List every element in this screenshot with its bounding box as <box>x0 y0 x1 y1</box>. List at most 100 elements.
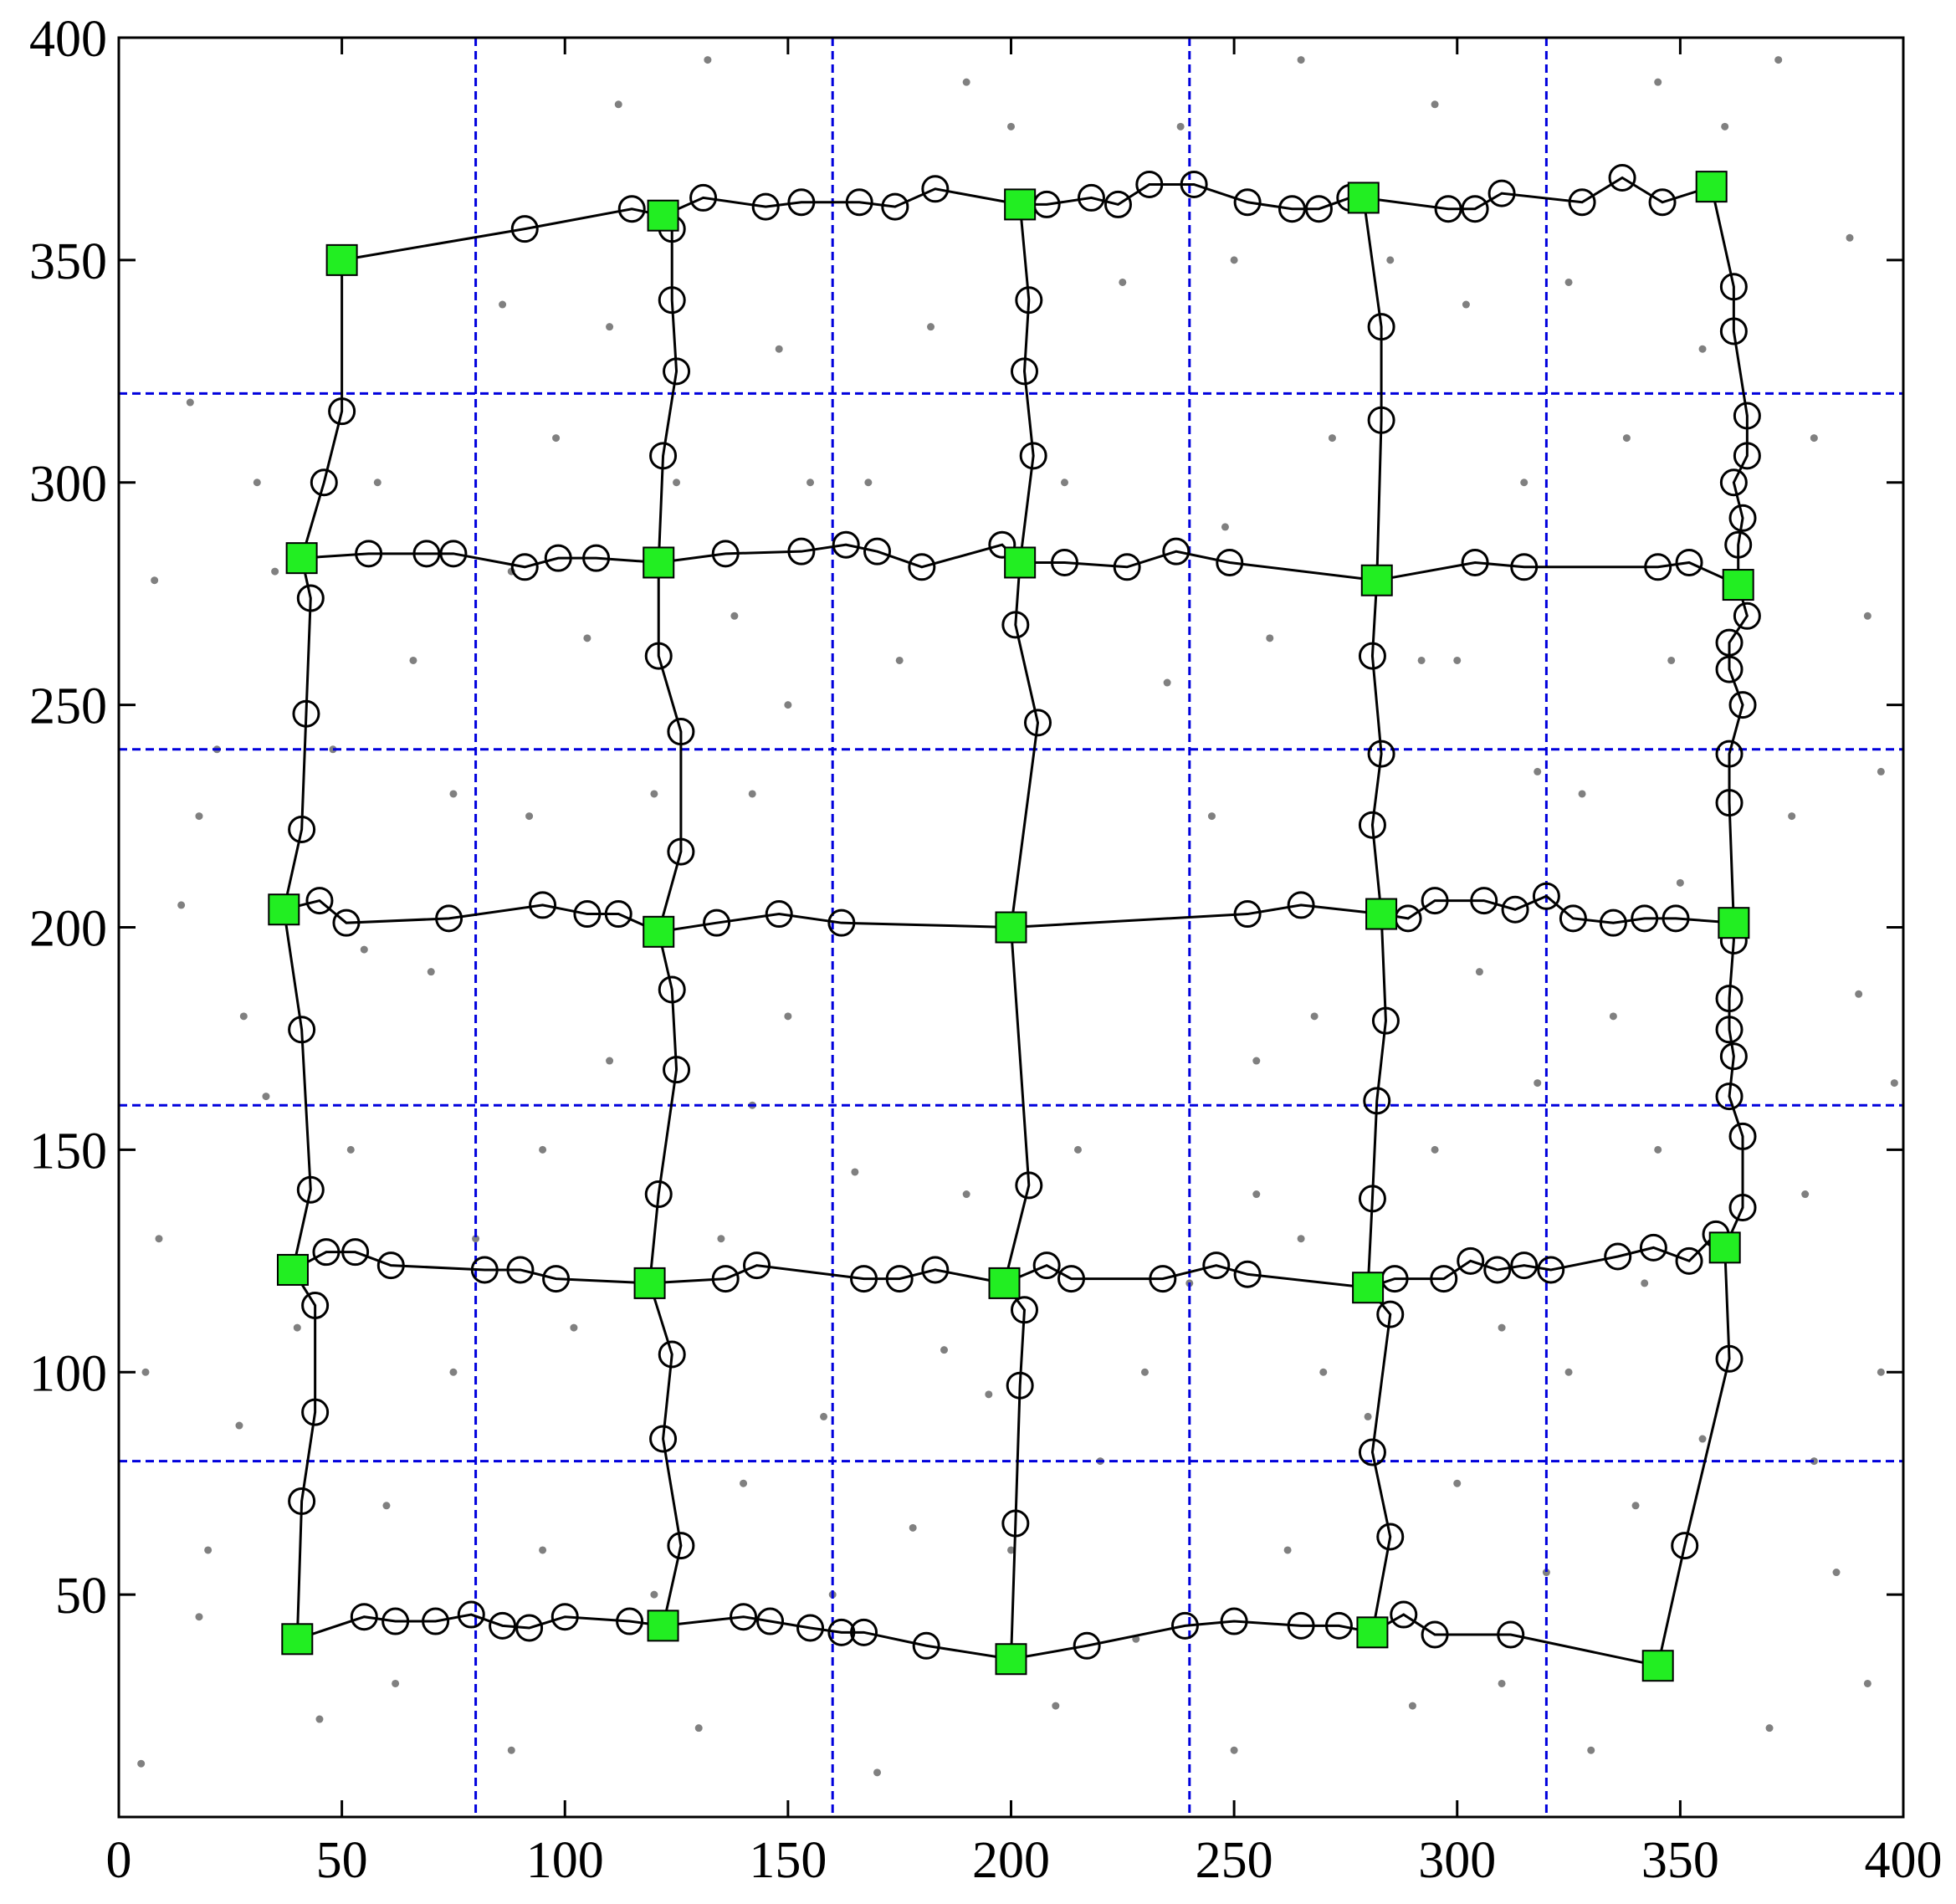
background-point <box>1542 1569 1550 1577</box>
circle-marker <box>850 1265 878 1293</box>
background-point <box>1119 278 1127 286</box>
background-point <box>499 300 507 309</box>
background-point <box>1863 1679 1872 1687</box>
circle-marker <box>743 1251 771 1280</box>
circle-marker <box>1483 1256 1512 1284</box>
circle-marker <box>1010 357 1038 386</box>
square-marker <box>1708 1231 1741 1264</box>
circle-marker <box>1715 789 1744 817</box>
circle-marker <box>1537 1256 1565 1284</box>
circle-marker <box>703 908 731 937</box>
connection-line <box>292 1232 1726 1289</box>
background-point <box>1877 767 1885 775</box>
background-point <box>1431 1145 1439 1154</box>
circle-marker <box>617 195 646 223</box>
square-marker <box>325 243 358 276</box>
circle-marker <box>1719 468 1748 497</box>
circle-marker <box>796 1614 825 1642</box>
background-point <box>195 812 203 821</box>
circle-marker <box>1073 1631 1101 1660</box>
circle-marker <box>1470 887 1498 915</box>
background-point <box>784 1012 792 1021</box>
circle-marker <box>515 1614 544 1642</box>
square-marker <box>1641 1650 1674 1682</box>
circle-marker <box>711 1265 740 1293</box>
connection-line <box>1656 186 1749 1666</box>
background-point <box>1641 1279 1649 1287</box>
circle-marker <box>850 1618 878 1646</box>
background-point <box>1297 56 1305 64</box>
circle-marker <box>542 1265 571 1293</box>
circle-marker <box>1487 179 1516 207</box>
square-marker <box>647 1610 679 1642</box>
connection-line <box>301 543 1739 586</box>
background-point <box>293 1323 301 1332</box>
background-point <box>253 479 261 487</box>
background-point <box>606 1057 614 1065</box>
background-point <box>235 1421 243 1430</box>
circle-marker <box>1233 1260 1262 1288</box>
background-point <box>472 1235 480 1243</box>
circle-marker <box>1162 537 1190 566</box>
background-point <box>239 1012 248 1021</box>
background-point <box>851 1168 859 1176</box>
circle-marker <box>604 900 632 929</box>
background-point <box>1310 1012 1319 1021</box>
connection-line <box>282 259 344 1640</box>
background-point <box>1207 812 1216 821</box>
background-point <box>1788 812 1796 821</box>
circle-marker <box>550 1603 579 1631</box>
circle-marker <box>1532 882 1560 910</box>
circle-marker <box>1715 985 1744 1013</box>
circle-marker <box>881 192 909 221</box>
circle-marker <box>1019 442 1047 470</box>
square-marker <box>1360 564 1393 596</box>
background-point <box>1266 634 1274 642</box>
square-marker <box>281 1623 314 1656</box>
background-point <box>909 1523 917 1532</box>
circle-marker <box>1715 740 1744 768</box>
background-point <box>962 1190 970 1199</box>
circle-marker <box>350 1603 378 1631</box>
background-point <box>1163 678 1171 687</box>
circle-marker <box>616 1607 644 1635</box>
circle-marker <box>1304 195 1333 223</box>
background-point <box>1007 122 1015 131</box>
circle-marker <box>751 192 780 221</box>
circle-marker <box>730 1603 758 1631</box>
square-marker <box>285 542 318 575</box>
circle-marker <box>1733 402 1761 430</box>
circle-marker <box>787 537 816 566</box>
background-point <box>1431 100 1439 109</box>
background-point <box>806 479 815 487</box>
background-point <box>748 790 756 798</box>
circle-marker <box>1568 188 1596 217</box>
x-tick-label: 0 <box>106 1832 132 1889</box>
background-point <box>985 1390 993 1399</box>
circle-marker <box>827 1618 856 1646</box>
circle-marker <box>1050 548 1078 576</box>
background-point <box>1578 790 1586 798</box>
square-marker <box>1356 1616 1389 1649</box>
circle-marker <box>1733 601 1761 630</box>
circle-marker <box>1457 1246 1485 1275</box>
background-point <box>382 1502 391 1510</box>
square-marker <box>995 911 1027 944</box>
background-point <box>315 1715 324 1723</box>
background-point <box>360 945 368 954</box>
circle-marker <box>506 1256 535 1284</box>
circle-marker <box>1719 273 1748 301</box>
square-marker <box>633 1267 666 1299</box>
circle-marker <box>832 530 860 559</box>
background-point <box>1453 656 1462 664</box>
circle-marker <box>1371 1006 1400 1035</box>
background-point <box>552 434 561 443</box>
background-point <box>1534 1079 1542 1088</box>
y-tick-label: 150 <box>29 1123 107 1180</box>
background-point <box>1252 1057 1261 1065</box>
background-point <box>1832 1569 1841 1577</box>
circle-marker <box>412 540 441 568</box>
background-point <box>409 656 417 664</box>
circle-marker <box>1421 1620 1449 1649</box>
